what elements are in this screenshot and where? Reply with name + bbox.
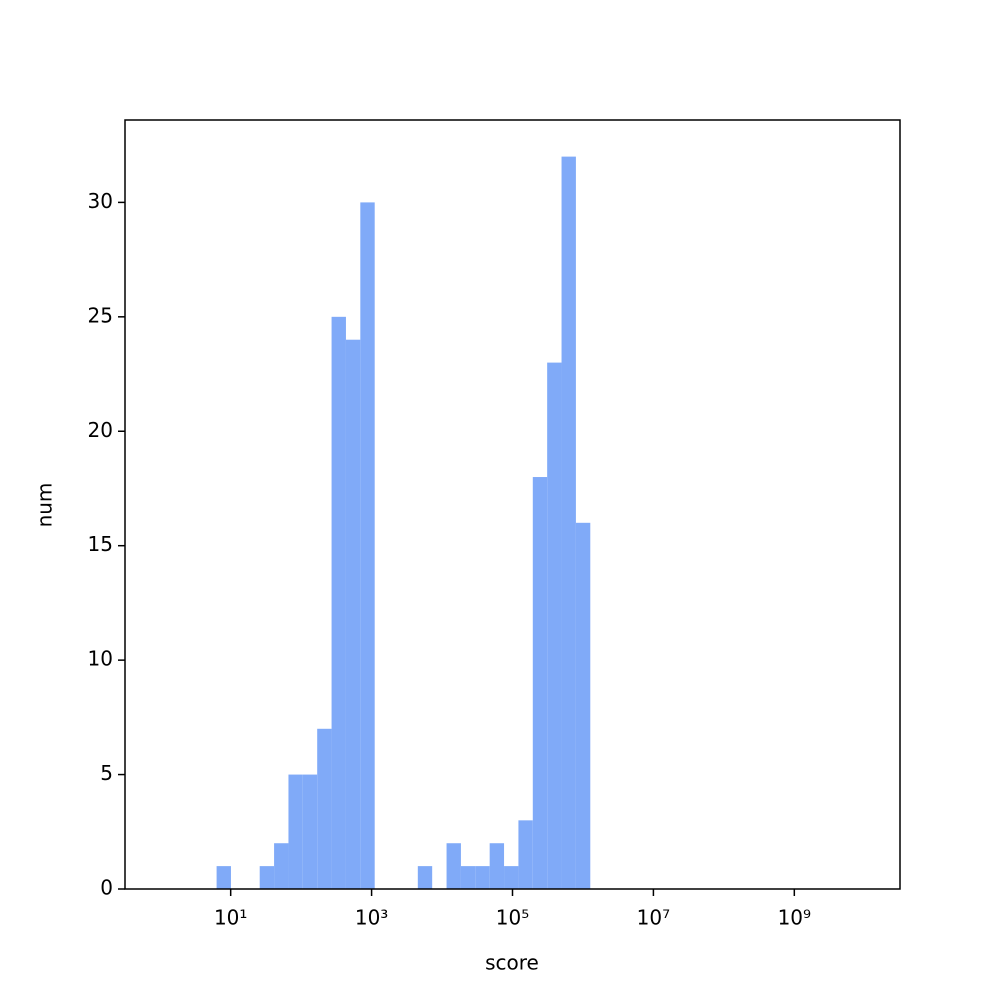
bar bbox=[417, 866, 433, 889]
bar bbox=[561, 156, 576, 890]
y-tick-label: 25 bbox=[88, 303, 113, 327]
bar bbox=[345, 339, 361, 889]
bar bbox=[317, 728, 332, 889]
bar bbox=[460, 866, 476, 889]
bar bbox=[489, 843, 505, 889]
bar bbox=[547, 362, 562, 889]
plot-frame bbox=[124, 119, 901, 890]
x-tick-label: 10⁹ bbox=[778, 906, 811, 930]
x-tick-label: 10⁵ bbox=[496, 906, 529, 930]
y-tick-label: 30 bbox=[88, 189, 113, 213]
bar bbox=[259, 866, 275, 889]
x-tick-label: 10⁷ bbox=[637, 906, 670, 930]
bar bbox=[288, 774, 303, 889]
x-tick-label: 10³ bbox=[355, 906, 388, 930]
y-tick-label: 20 bbox=[88, 418, 113, 442]
y-tick-label: 15 bbox=[88, 532, 113, 556]
bar bbox=[274, 843, 289, 889]
y-tick-label: 10 bbox=[88, 647, 113, 671]
bar bbox=[360, 202, 375, 890]
bar bbox=[331, 316, 346, 889]
bar bbox=[532, 477, 548, 889]
bar bbox=[575, 522, 591, 889]
bar bbox=[302, 774, 318, 889]
bar bbox=[504, 866, 519, 889]
bar bbox=[475, 866, 490, 889]
bar bbox=[446, 843, 461, 889]
y-tick-label: 0 bbox=[100, 876, 113, 900]
bar bbox=[518, 820, 533, 889]
y-tick-label: 5 bbox=[100, 761, 113, 785]
x-tick-label: 10¹ bbox=[214, 906, 247, 930]
y-axis-label: num bbox=[33, 483, 57, 528]
x-axis-label: score bbox=[485, 951, 539, 975]
bar bbox=[216, 866, 231, 889]
